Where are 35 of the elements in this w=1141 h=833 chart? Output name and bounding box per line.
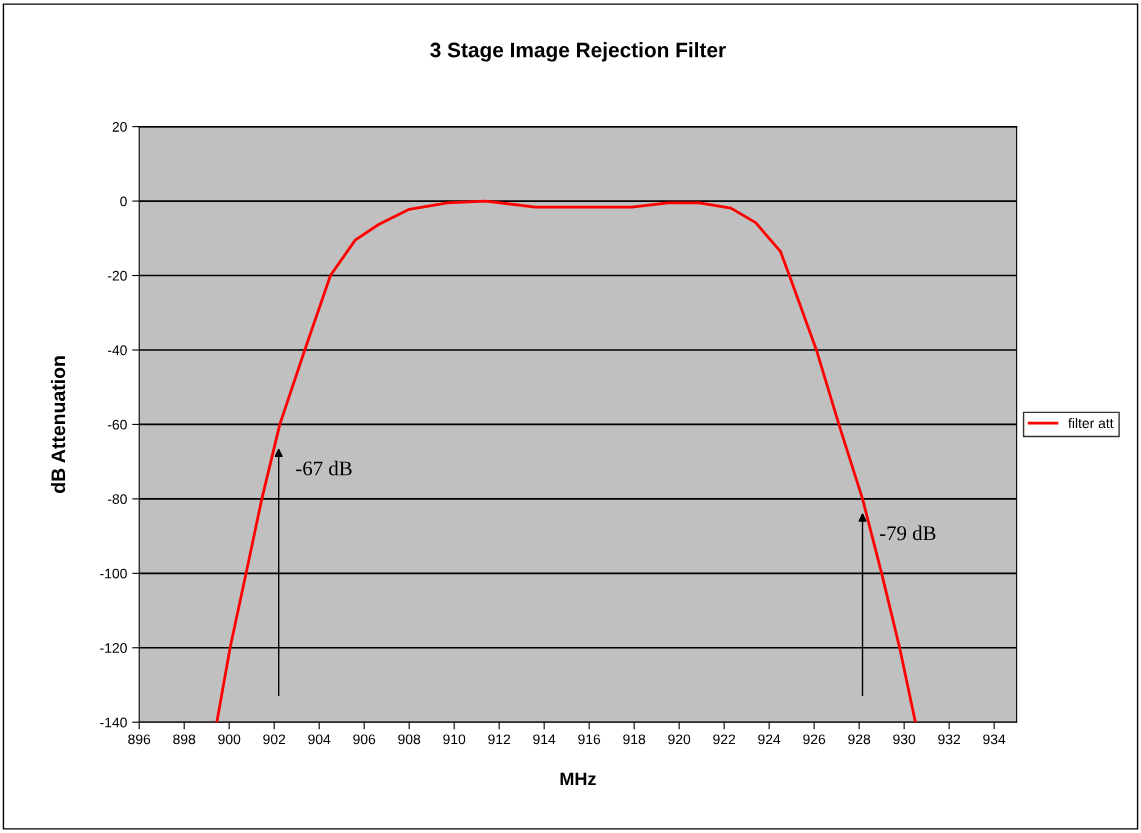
- y-tick-label: -60: [107, 419, 127, 430]
- x-tick-label: 934: [983, 734, 1006, 745]
- y-tick-label: -80: [107, 494, 127, 505]
- x-tick-label: 902: [263, 734, 286, 745]
- x-tick-label: 916: [578, 734, 601, 745]
- x-tick-label: 932: [938, 734, 961, 745]
- x-tick-label: 906: [353, 734, 376, 745]
- x-tick-label: 922: [713, 734, 736, 745]
- x-axis-title: MHz: [560, 772, 596, 786]
- x-tick-label: 918: [623, 734, 646, 745]
- x-tick-label: 926: [803, 734, 826, 745]
- x-tick-label: 914: [533, 734, 556, 745]
- x-tick-label: 930: [893, 734, 916, 745]
- x-tick-label: 912: [488, 734, 511, 745]
- y-tick-label: -40: [107, 345, 127, 356]
- y-tick-label: -140: [100, 717, 127, 728]
- x-tick-label: 920: [668, 734, 691, 745]
- x-tick-label: 910: [443, 734, 466, 745]
- y-tick-label: 20: [112, 121, 127, 132]
- legend-label: filter att: [1068, 417, 1114, 429]
- x-tick-label: 898: [173, 734, 196, 745]
- y-tick-label: -100: [100, 568, 127, 579]
- x-tick-label: 900: [218, 734, 241, 745]
- y-tick-label: -120: [100, 643, 127, 653]
- annotation: -79 dB: [879, 525, 936, 541]
- annotation: -67 dB: [296, 460, 352, 476]
- x-tick-label: 896: [128, 734, 151, 745]
- x-tick-label: 908: [398, 734, 421, 745]
- x-tick-label: 928: [848, 734, 871, 745]
- x-tick-label: 924: [758, 734, 781, 745]
- chart-title: 3 Stage Image Rejection Filter: [430, 42, 726, 62]
- y-tick-label: 0: [120, 196, 127, 207]
- y-axis-title: dB Attenuation: [50, 356, 66, 493]
- y-tick-label: -20: [107, 270, 127, 281]
- x-tick-label: 904: [308, 734, 331, 745]
